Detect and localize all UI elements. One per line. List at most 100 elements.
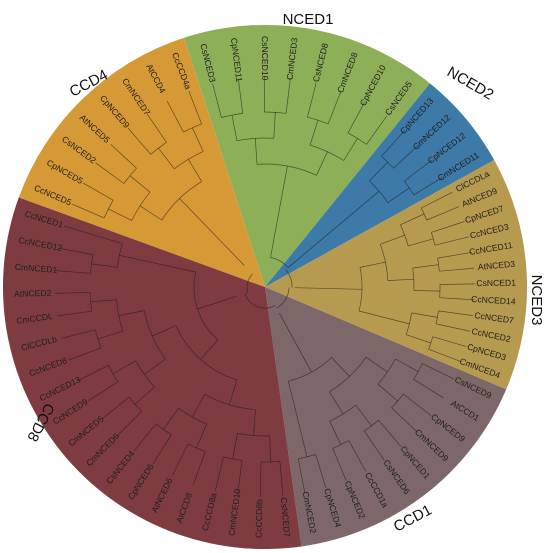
tree-branch	[316, 151, 328, 176]
tree-branch	[260, 461, 280, 463]
tree-branch	[439, 269, 451, 272]
tree-branch	[172, 453, 184, 476]
tree-branch	[204, 393, 256, 410]
tree-branch	[100, 381, 119, 393]
tree-branch	[95, 189, 114, 201]
tree-branch	[216, 456, 224, 486]
tree-branch	[183, 123, 202, 133]
tree-branch	[331, 91, 342, 114]
tree-branch	[431, 228, 442, 233]
tree-branch	[426, 212, 446, 221]
tree-branch	[270, 257, 289, 268]
tree-branch	[457, 251, 473, 256]
tree-branch	[90, 254, 94, 274]
tree-branch	[70, 271, 91, 274]
tree-branch	[363, 430, 371, 441]
tree-branch	[223, 456, 243, 461]
tree-branch	[254, 138, 258, 165]
tree-branch	[69, 227, 123, 245]
tree-branch	[358, 310, 410, 325]
tree-branch	[133, 439, 144, 452]
tree-branch	[179, 198, 245, 266]
tree-branch	[237, 471, 241, 496]
tree-branch	[240, 460, 243, 472]
tree-branch	[369, 180, 389, 203]
tree-branch	[420, 207, 428, 221]
tree-branch	[404, 174, 414, 182]
tree-branch	[77, 206, 105, 219]
tree-branch	[182, 443, 189, 455]
tree-branch	[61, 291, 91, 294]
tree-branch	[174, 151, 204, 170]
tree-branch	[191, 394, 206, 418]
tree-branch	[116, 243, 123, 268]
tree-branch	[196, 423, 208, 449]
tree-branch	[329, 357, 367, 393]
tree-branch	[127, 127, 138, 140]
clade-label-nced1: NCED1	[283, 11, 334, 28]
tree-branch	[56, 312, 81, 317]
clade-sector-nced2	[265, 83, 495, 288]
tree-branch	[347, 107, 363, 134]
clade-sector-ccd1	[265, 287, 507, 547]
tree-branch	[413, 363, 423, 380]
tree-branch	[150, 142, 167, 155]
tree-branch	[73, 347, 102, 359]
tree-branch	[110, 144, 116, 149]
tree-branch	[309, 120, 319, 146]
tree-branch	[407, 144, 420, 155]
tree-branch	[380, 234, 405, 245]
tree-branch	[200, 339, 219, 360]
tree-branch	[445, 206, 460, 213]
leaf-label: CsNCED7	[279, 497, 292, 538]
tree-branch	[412, 267, 415, 291]
tree-branch	[464, 329, 471, 332]
tree-branch	[137, 139, 152, 155]
tree-branch	[253, 409, 256, 436]
tree-branch	[439, 297, 460, 300]
tree-branch	[412, 159, 433, 175]
tree-branch	[91, 263, 118, 268]
tree-branch	[412, 264, 439, 269]
tree-branch	[282, 490, 284, 497]
tree-branch	[193, 105, 202, 125]
leaf-label: CmNCED1	[14, 262, 57, 275]
leaf-label: CsNCED1	[476, 278, 516, 289]
tree-branch	[82, 182, 96, 191]
tree-branch	[80, 310, 92, 314]
tree-branch	[412, 427, 418, 433]
tree-branch	[58, 247, 83, 253]
tree-branch	[114, 176, 125, 184]
tree-branch	[279, 461, 283, 491]
tree-branch	[287, 381, 308, 457]
tree-branches	[55, 76, 476, 497]
tree-branch	[133, 410, 142, 420]
tree-branch	[438, 352, 462, 363]
tree-branch	[108, 208, 132, 221]
tree-branch	[451, 342, 467, 347]
tree-branch	[331, 357, 350, 377]
tree-branch	[312, 83, 317, 98]
tree-branch	[237, 78, 241, 94]
tree-branch	[187, 159, 203, 182]
tree-branch	[370, 440, 385, 461]
tree-branch	[404, 180, 415, 196]
tree-branch	[315, 454, 320, 466]
clade-sector-ccd8	[2, 197, 302, 550]
tree-branch	[329, 391, 344, 415]
tree-branch	[329, 404, 356, 422]
tree-branch	[450, 267, 475, 271]
tree-branch	[193, 470, 199, 485]
tree-branch	[279, 313, 312, 373]
tree-branch	[362, 465, 367, 472]
tree-branch	[108, 365, 119, 382]
tree-branch	[297, 458, 305, 488]
tree-branch	[343, 138, 358, 161]
tree-branch	[155, 434, 172, 460]
tree-branch	[77, 369, 99, 382]
leaf-label: AtNCED2	[14, 288, 52, 299]
tree-branch	[377, 383, 398, 402]
tree-branch	[231, 115, 238, 141]
tree-branch	[285, 84, 290, 114]
tree-branch	[448, 375, 454, 380]
